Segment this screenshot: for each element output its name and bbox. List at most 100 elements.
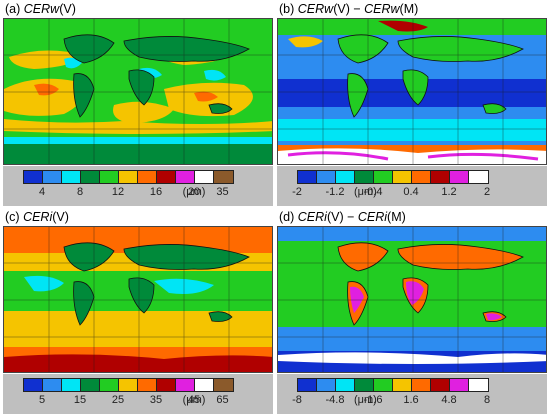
colorbar-swatch <box>355 379 374 391</box>
colorbar-swatch <box>336 379 355 391</box>
title-part: CERw <box>364 2 400 16</box>
colorbar-swatch <box>100 379 119 391</box>
colorbar-ticks: 5 15 25 35 45 65 <box>3 394 273 410</box>
colorbar-swatch <box>412 379 431 391</box>
panel-title: (d) CERi(V) − CERi(M) <box>279 209 406 225</box>
colorbar-swatch <box>62 379 81 391</box>
panel-label: (d) <box>279 210 295 224</box>
colorbar-unit: (μm) <box>182 186 206 198</box>
colorbar-swatch <box>450 379 469 391</box>
colorbar: -2 -1.2 -0.4 0.4 1.2 2 (μm) <box>277 166 547 206</box>
colorbar-swatch <box>43 171 62 183</box>
colorbar-tick-label: 5 <box>38 394 46 406</box>
colorbar-swatch <box>298 379 317 391</box>
colorbar-swatch <box>119 171 138 183</box>
panel-c: (c) CERi(V) <box>3 208 273 414</box>
colorbar-swatch <box>176 379 195 391</box>
colorbar-swatch <box>157 379 176 391</box>
colorbar-tick-label: 35 <box>149 394 163 406</box>
colorbar-ticks: -2 -1.2 -0.4 0.4 1.2 2 <box>277 186 547 202</box>
title-part: (V) − <box>333 2 365 16</box>
panel-title-text: CERw(V) − CERw(M) <box>298 2 419 16</box>
colorbar-tick-label: 1.2 <box>441 186 457 198</box>
colorbar-tick-label: 65 <box>216 394 229 406</box>
colorbar-swatches <box>23 170 234 184</box>
colorbar-tick-label: 12 <box>111 186 125 198</box>
title-part: CERw <box>297 2 334 16</box>
title-part: (V) <box>59 2 76 16</box>
colorbar-swatch <box>431 171 450 183</box>
map-cerw-diff <box>277 18 547 165</box>
colorbar-swatch <box>450 171 469 183</box>
title-part: CERi <box>23 210 53 224</box>
colorbar-tick-label: -1.6 <box>363 394 383 406</box>
colorbar-tick-label: 45 <box>187 394 201 406</box>
colorbar-swatch <box>214 379 233 391</box>
panel-title: (c) CERi(V) <box>5 209 69 225</box>
panel-d: (d) CERi(V) − CERi(M) <box>277 208 547 414</box>
panel-a: (a) CERw(V) <box>3 0 273 206</box>
title-part: (V) − <box>326 210 358 224</box>
colorbar-swatch <box>393 379 412 391</box>
colorbar-swatch <box>469 171 488 183</box>
colorbar: 4 8 12 16 20 35 (μm) <box>3 166 273 206</box>
panel-title-text: CERi(V) − CERi(M) <box>298 210 406 224</box>
map-ceri-v <box>3 226 273 373</box>
colorbar-ticks: -8 -4.8 -1.6 1.6 4.8 8 <box>277 394 547 410</box>
colorbar-swatch <box>157 171 176 183</box>
colorbar-swatch <box>119 379 138 391</box>
colorbar-swatch <box>374 379 393 391</box>
colorbar-swatch <box>195 379 214 391</box>
map-cerw-v <box>3 18 273 165</box>
colorbar-swatch <box>81 171 100 183</box>
colorbar-swatch <box>81 379 100 391</box>
colorbar-swatch <box>62 171 81 183</box>
panel-label: (c) <box>5 210 20 224</box>
colorbar-tick-label: 8 <box>76 186 84 198</box>
colorbar-unit: (μm) <box>354 186 377 198</box>
title-part: (M) <box>399 2 419 16</box>
colorbar-swatch <box>138 171 157 183</box>
colorbar-swatch <box>176 171 195 183</box>
colorbar-tick-label: 35 <box>216 186 229 198</box>
colorbar-tick-label: -2 <box>292 186 302 198</box>
panel-b: (b) CERw(V) − CERw(M) <box>277 0 547 206</box>
title-part: (V) <box>52 210 69 224</box>
colorbar-swatch <box>317 171 336 183</box>
panel-label: (b) <box>279 2 295 16</box>
colorbar-tick-label: 25 <box>111 394 125 406</box>
colorbar-tick-label: 2 <box>483 186 491 198</box>
colorbar-tick-label: 8 <box>483 394 491 406</box>
colorbar-tick-label: 16 <box>149 186 163 198</box>
colorbar-tick-label: 0.4 <box>403 186 419 198</box>
colorbar-swatch <box>24 379 43 391</box>
colorbar-tick-label: -8 <box>292 394 302 406</box>
colorbar: 5 15 25 35 45 65 (μm) <box>3 374 273 414</box>
colorbar-swatch <box>336 171 355 183</box>
title-part: CERw <box>23 2 60 16</box>
colorbar-swatch <box>393 171 412 183</box>
colorbar-swatch <box>100 171 119 183</box>
colorbar-swatches <box>297 378 489 392</box>
colorbar-swatch <box>412 171 431 183</box>
colorbar-swatch <box>24 171 43 183</box>
colorbar-tick-label: -1.2 <box>325 186 345 198</box>
colorbar-swatch <box>195 171 214 183</box>
colorbar-swatch <box>355 171 374 183</box>
colorbar-tick-label: 1.6 <box>403 394 419 406</box>
colorbar-swatch <box>298 171 317 183</box>
colorbar-swatch <box>317 379 336 391</box>
colorbar-tick-label: 20 <box>187 186 201 198</box>
colorbar-unit: (μm) <box>354 394 377 406</box>
panel-title: (b) CERw(V) − CERw(M) <box>279 1 418 17</box>
title-part: CERi <box>297 210 327 224</box>
map-ceri-diff <box>277 226 547 373</box>
colorbar-swatches <box>23 378 234 392</box>
colorbar-tick-label: 15 <box>73 394 87 406</box>
colorbar-tick-label: -0.4 <box>363 186 383 198</box>
colorbar-swatch <box>374 171 393 183</box>
colorbar-swatch <box>214 171 233 183</box>
colorbar-swatch <box>43 379 62 391</box>
colorbar-tick-label: 4.8 <box>441 394 457 406</box>
colorbar: -8 -4.8 -1.6 1.6 4.8 8 (μm) <box>277 374 547 414</box>
